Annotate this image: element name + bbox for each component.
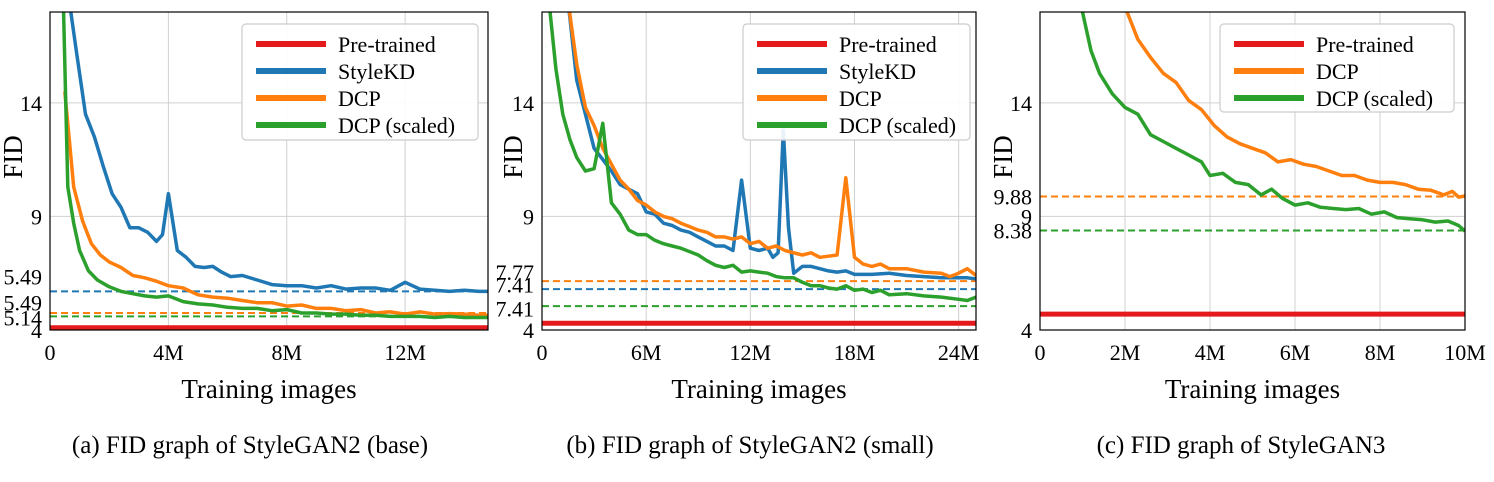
reference-value-label: 5.14 bbox=[4, 306, 43, 331]
x-tick-label: 18M bbox=[834, 340, 876, 365]
x-axis-label: Training images bbox=[1165, 374, 1340, 404]
legend-label-pre-trained: Pre-trained bbox=[839, 32, 937, 57]
caption-c: (c) FID graph of StyleGAN3 bbox=[1096, 432, 1386, 459]
series-lines bbox=[542, 12, 976, 326]
x-tick-label: 4M bbox=[1195, 340, 1226, 365]
legend-label-stylekd: StyleKD bbox=[338, 59, 415, 84]
y-axis-label: FID bbox=[498, 135, 528, 179]
series-line-dcp-scaled bbox=[61, 12, 488, 320]
x-tick-label: 8M bbox=[1365, 340, 1396, 365]
x-tick-label: 6M bbox=[1280, 340, 1311, 365]
legend-label-dcp-scaled: DCP (scaled) bbox=[839, 113, 956, 138]
series-line-dcp-scaled bbox=[548, 12, 976, 303]
chart-c: 0 2M 4M 6M 8M 10M 4 9 14 9.88 8.38 Training images F… bbox=[988, 11, 1486, 404]
reference-value-label: 5.49 bbox=[4, 265, 43, 290]
reference-value-label: 7.77 bbox=[496, 260, 535, 285]
y-tick-label: 9 bbox=[31, 204, 42, 229]
reference-value-label: 7.41 bbox=[496, 296, 535, 321]
y-tick-label: 4 bbox=[523, 318, 534, 343]
reference-value-label: 7.41 bbox=[496, 273, 535, 298]
x-tick-label: 10M bbox=[1444, 340, 1486, 365]
y-axis-label: FID bbox=[988, 135, 1018, 179]
series-line-dcp-scaled bbox=[1080, 12, 1465, 233]
y-tick-label: 4 bbox=[31, 318, 42, 343]
plot-frame bbox=[541, 11, 977, 331]
caption-a: (a) FID graph of StyleGAN2 (base) bbox=[71, 432, 429, 459]
chart-panel-a: 0 4M 8M 12M 4 9 14 5.49 5.49 5.14 Training images F… bbox=[0, 0, 500, 482]
reference-lines bbox=[1040, 195, 1465, 232]
x-axis-label: Training images bbox=[671, 374, 846, 404]
y-axis-label: FID bbox=[0, 135, 28, 179]
plot-frame bbox=[49, 11, 489, 331]
y-tick-label: 9 bbox=[523, 204, 534, 229]
legend-box bbox=[742, 23, 971, 141]
x-tick-label: 6M bbox=[631, 340, 662, 365]
legend-label-dcp: DCP bbox=[1316, 59, 1359, 84]
x-tick-label: 0 bbox=[1035, 340, 1046, 365]
reference-value-label: 9.88 bbox=[994, 184, 1033, 209]
legend-box bbox=[241, 23, 479, 141]
x-tick-label: 0 bbox=[45, 340, 56, 365]
legend-label-stylekd: StyleKD bbox=[839, 59, 916, 84]
y-tick-label: 14 bbox=[20, 91, 42, 116]
series-line-dcp bbox=[1125, 12, 1465, 199]
legend-label-dcp: DCP bbox=[839, 86, 882, 111]
legend-label-dcp: DCP bbox=[338, 86, 381, 111]
x-tick-label: 4M bbox=[153, 340, 184, 365]
legend-label-dcp-scaled: DCP (scaled) bbox=[338, 113, 455, 138]
reference-value-label: 8.38 bbox=[994, 219, 1033, 244]
series-line-dcp bbox=[63, 91, 488, 317]
x-tick-label: 24M bbox=[938, 340, 980, 365]
x-tick-label: 0 bbox=[537, 340, 548, 365]
x-tick-label: 2M bbox=[1110, 340, 1141, 365]
series-line-dcp bbox=[567, 12, 976, 279]
series-line-stylekd bbox=[69, 12, 488, 294]
x-tick-label: 8M bbox=[271, 340, 302, 365]
x-tick-label: 12M bbox=[384, 340, 426, 365]
y-tick-label: 14 bbox=[512, 91, 534, 116]
x-axis-label: Training images bbox=[181, 374, 356, 404]
reference-value-label: 5.49 bbox=[4, 290, 43, 315]
caption-b: (b) FID graph of StyleGAN2 (small) bbox=[566, 432, 934, 459]
y-tick-label: 9 bbox=[1021, 204, 1032, 229]
legend-label-pre-trained: Pre-trained bbox=[1316, 32, 1414, 57]
x-tick-label: 12M bbox=[730, 340, 772, 365]
reference-lines bbox=[542, 280, 976, 308]
chart-panel-c: 0 2M 4M 6M 8M 10M 4 9 14 9.88 8.38 Training images F… bbox=[988, 0, 1494, 482]
y-tick-label: 4 bbox=[1021, 318, 1032, 343]
series-lines bbox=[50, 12, 488, 330]
series-lines bbox=[1040, 12, 1465, 317]
chart-panel-b: 0 6M 12M 18M 24M 4 9 14 7.77 7.41 7.41 Training ima… bbox=[496, 0, 1000, 482]
y-tick-label: 14 bbox=[1010, 91, 1032, 116]
plot-frame bbox=[1039, 11, 1466, 331]
legend-label-pre-trained: Pre-trained bbox=[338, 32, 436, 57]
legend-label-dcp-scaled: DCP (scaled) bbox=[1316, 86, 1433, 111]
